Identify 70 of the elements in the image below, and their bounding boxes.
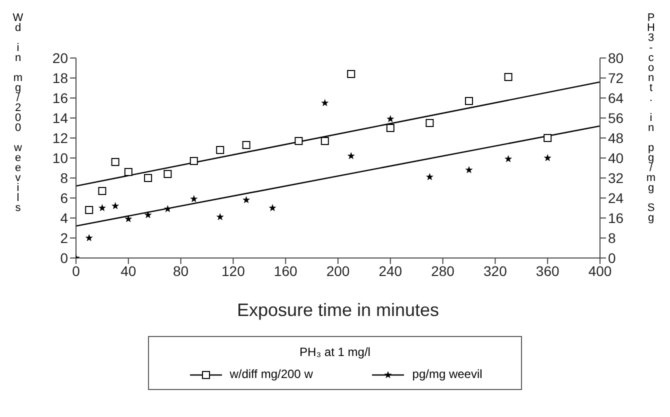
x-tick-label: 240 [378, 262, 402, 279]
y-tick-label: 18 [52, 70, 68, 86]
point [294, 137, 303, 145]
x-tick-label: 0 [72, 262, 80, 279]
point [426, 173, 434, 180]
legend-label: w/diff mg/200 w [228, 367, 313, 381]
x-axis-title: Exposure time in minutes [236, 300, 440, 320]
x-tick-label: 200 [326, 262, 350, 279]
point [85, 234, 93, 242]
point [504, 155, 512, 162]
y2-tick-label: 48 [608, 130, 624, 146]
x-tick-label: 120 [222, 262, 246, 279]
y2-tick-label: 40 [608, 150, 624, 166]
x-tick-label: 280 [431, 262, 455, 279]
y2-tick-label: 32 [608, 170, 624, 186]
point [111, 202, 120, 210]
point [465, 97, 473, 105]
y-tick-label: 14 [52, 110, 68, 126]
point [544, 134, 552, 142]
y2-tick-label: 24 [608, 190, 624, 206]
point [242, 196, 250, 204]
point [190, 195, 198, 202]
y-axis-title: Wd in mg/200 weevils [12, 12, 24, 212]
point [242, 141, 250, 149]
point [190, 157, 198, 165]
y-tick-label: 8 [60, 170, 68, 186]
point [504, 73, 512, 81]
point [544, 154, 552, 162]
x-tick-label: 320 [484, 262, 508, 279]
y2-tick-label: 72 [608, 70, 624, 86]
y-tick-label: 4 [60, 210, 68, 226]
y-tick-label: 6 [60, 190, 68, 206]
y-tick-label: 10 [52, 150, 68, 166]
point [216, 146, 224, 154]
point [426, 119, 434, 127]
y-tick-label: 12 [52, 130, 68, 146]
point [320, 137, 329, 145]
point [321, 99, 329, 106]
x-tick-label: 80 [173, 262, 189, 279]
y-tick-label: 16 [52, 90, 68, 106]
legend-title: PH₃ at 1 mg/l [298, 345, 372, 359]
point [98, 204, 106, 212]
point [268, 204, 276, 212]
point [164, 170, 172, 178]
point [347, 70, 356, 78]
point [124, 168, 132, 176]
y-tick-label: 0 [60, 250, 68, 266]
y2-tick-label: 8 [608, 230, 616, 246]
y2-tick-label: 64 [608, 90, 624, 106]
y2-tick-label: 80 [608, 50, 624, 66]
point [144, 211, 152, 218]
point [144, 174, 152, 182]
y-tick-label: 20 [52, 50, 68, 66]
point [386, 115, 394, 122]
y2-tick-label: 56 [608, 110, 624, 126]
y-tick-label: 2 [60, 230, 68, 246]
x-tick-label: 160 [274, 262, 298, 279]
legend-label: pg/mg weevil [411, 367, 482, 381]
point [85, 206, 94, 214]
point [465, 166, 473, 174]
point [124, 215, 132, 222]
y2-axis-title: PH3-cont. in pg/mg Sg [645, 12, 657, 222]
point [386, 124, 394, 132]
point [111, 158, 120, 166]
point [216, 213, 224, 220]
y2-tick-label: 16 [608, 210, 624, 226]
x-tick-label: 40 [120, 262, 136, 279]
x-tick-label: 360 [536, 262, 560, 279]
point [347, 152, 355, 160]
point [98, 187, 106, 195]
